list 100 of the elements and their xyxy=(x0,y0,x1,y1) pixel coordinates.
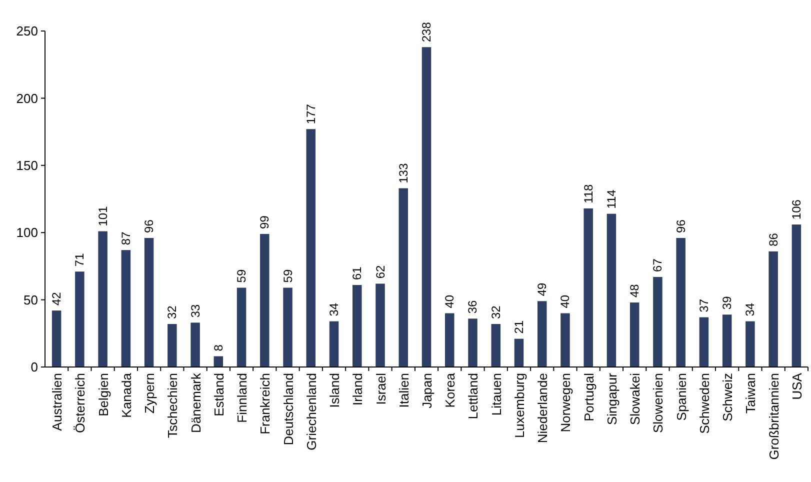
bar xyxy=(491,324,500,367)
bar xyxy=(768,251,778,367)
data-label: 114 xyxy=(604,189,618,209)
data-label: 99 xyxy=(258,215,272,229)
x-tick-label: Korea xyxy=(442,372,458,408)
data-label: 39 xyxy=(720,296,734,310)
x-tick-label: Norwegen xyxy=(558,373,574,432)
x-tick-label: Litauen xyxy=(488,373,504,416)
x-tick-label: Schweiz xyxy=(720,373,736,422)
bar xyxy=(676,238,686,367)
data-label: 96 xyxy=(674,219,688,233)
bar xyxy=(398,188,408,367)
data-label: 59 xyxy=(234,269,249,283)
data-label: 96 xyxy=(142,219,156,233)
bar xyxy=(792,224,802,367)
y-tick-label: 0 xyxy=(30,360,38,375)
x-tick-label: Luxemburg xyxy=(512,373,527,438)
data-label: 8 xyxy=(211,344,226,352)
data-label: 32 xyxy=(488,305,503,319)
x-tick-label: Österreich xyxy=(72,373,88,433)
x-tick-label: USA xyxy=(789,372,804,400)
data-label: 34 xyxy=(743,302,758,316)
bar xyxy=(376,284,385,367)
x-tick-label: Schweden xyxy=(696,373,712,434)
bar xyxy=(144,238,154,367)
bar xyxy=(168,324,177,367)
bar xyxy=(444,313,454,367)
data-label: 87 xyxy=(118,231,133,246)
x-tick-label: Japan xyxy=(420,373,434,408)
bar xyxy=(653,276,662,367)
x-tick-label: Australien xyxy=(50,373,65,431)
x-tick-label: Slowenien xyxy=(650,373,666,433)
x-tick-label: Frankreich xyxy=(258,373,273,434)
x-tick-label: Zypern xyxy=(142,373,158,414)
data-label: 86 xyxy=(766,232,780,246)
data-label: 33 xyxy=(188,304,202,318)
bar xyxy=(329,321,339,367)
data-label: 36 xyxy=(466,300,480,314)
x-tick-label: Irland xyxy=(350,373,366,406)
bar xyxy=(422,47,432,367)
data-label: 62 xyxy=(373,265,388,279)
bar xyxy=(260,234,270,367)
data-label: 48 xyxy=(628,284,642,298)
bar xyxy=(214,356,224,367)
data-label: 32 xyxy=(165,305,180,319)
x-tick-label: Taiwan xyxy=(743,373,758,414)
data-label: 34 xyxy=(327,302,342,316)
x-tick-label: Slowakei xyxy=(628,372,643,426)
y-tick-label: 150 xyxy=(16,158,38,173)
y-tick-label: 50 xyxy=(24,292,38,308)
bar xyxy=(537,301,547,367)
x-tick-label: Tschechien xyxy=(165,373,180,438)
x-tick-label: Großbritannien xyxy=(766,373,782,460)
x-tick-label: Griechenland xyxy=(304,373,319,450)
x-tick-label: Israel xyxy=(373,372,388,405)
bar xyxy=(190,322,200,367)
data-label: 37 xyxy=(696,298,711,312)
data-label: 21 xyxy=(512,320,526,334)
bar xyxy=(236,288,246,367)
bar xyxy=(746,321,755,367)
bar xyxy=(306,129,316,367)
x-tick-label: Belgien xyxy=(96,373,111,416)
bar xyxy=(98,231,108,367)
x-tick-label: Dänemark xyxy=(188,372,204,433)
bar xyxy=(514,338,524,367)
x-tick-label: Island xyxy=(327,373,342,408)
x-tick-label: Niederlande xyxy=(535,373,550,444)
x-tick-label: Singapur xyxy=(604,372,620,426)
data-label: 61 xyxy=(350,266,364,280)
data-label: 42 xyxy=(50,292,64,306)
data-label: 133 xyxy=(396,162,410,184)
x-tick-label: Lettland xyxy=(466,373,481,420)
y-tick-label: 250 xyxy=(16,24,38,39)
data-label: 59 xyxy=(280,269,295,283)
data-label: 67 xyxy=(650,258,665,272)
bar xyxy=(75,272,84,367)
x-tick-label: Estland xyxy=(211,373,226,416)
bar xyxy=(352,285,362,367)
x-tick-label: Italien xyxy=(396,373,412,408)
data-label: 71 xyxy=(72,252,87,267)
x-tick-label: Deutschland xyxy=(280,373,296,446)
bar xyxy=(283,288,292,367)
bar xyxy=(699,317,709,367)
x-tick-label: Spanien xyxy=(674,373,689,421)
bar xyxy=(560,313,570,367)
data-label: 40 xyxy=(442,294,457,308)
x-tick-label: Finnland xyxy=(234,373,250,423)
bar xyxy=(52,310,62,367)
bar xyxy=(606,214,616,367)
data-label: 101 xyxy=(96,206,110,226)
data-label: 238 xyxy=(420,22,434,42)
data-label: 106 xyxy=(789,199,804,220)
bar xyxy=(722,314,732,367)
y-tick-label: 100 xyxy=(16,225,38,240)
y-tick-label: 200 xyxy=(16,90,38,106)
data-label: 49 xyxy=(535,282,550,296)
x-tick-label: Kanada xyxy=(118,372,134,418)
data-label: 40 xyxy=(558,294,572,308)
bar xyxy=(584,208,593,367)
data-label: 118 xyxy=(581,184,596,204)
